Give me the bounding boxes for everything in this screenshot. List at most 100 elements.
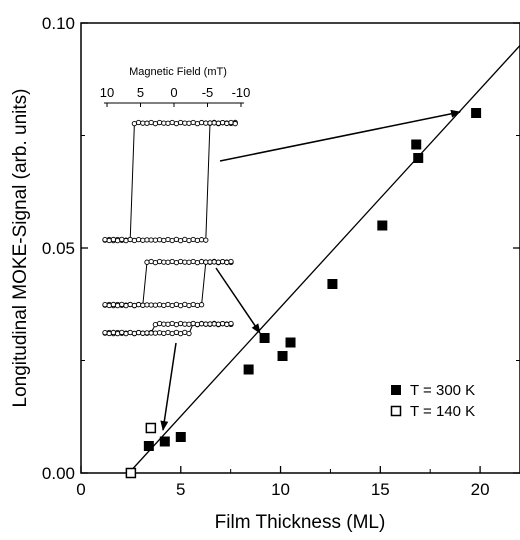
loop-large-point (215, 120, 222, 126)
arrow-medium-loop (215, 267, 261, 334)
legend-label-140k: T = 140 K (410, 403, 475, 420)
loop-large-point (186, 120, 192, 126)
loop-large-point (144, 237, 150, 243)
loop-small-point (177, 320, 184, 327)
loop-small-point (135, 329, 142, 336)
loop-small-point (169, 330, 175, 337)
loop-small-point (144, 330, 150, 336)
loop-medium-point (106, 302, 112, 309)
x-tick-label: 0 (76, 480, 85, 499)
loop-medium-point (165, 259, 171, 265)
loop-large-point (152, 120, 159, 127)
loop-small-point (182, 329, 188, 336)
loop-large-point (114, 237, 121, 244)
loop-medium-point (207, 259, 213, 265)
x-axis-title: Film Thickness (ML) (215, 512, 386, 533)
loop-small-point (152, 330, 159, 336)
inset-axis-title: Magnetic Field (mT) (129, 66, 227, 78)
inset-tick-label: 5 (137, 85, 144, 100)
loop-medium-point (135, 301, 142, 308)
loop-large-point (207, 120, 213, 126)
loop-large-point (119, 236, 125, 243)
loop-large-point (156, 119, 163, 126)
loop-large-point (148, 119, 154, 126)
legend-marker-140k (390, 405, 402, 417)
loop-medium-point (182, 259, 188, 265)
loop-small-point (127, 329, 133, 336)
loop-small-point (161, 330, 167, 337)
loop-large-point (190, 119, 196, 126)
loop-large-point (232, 120, 238, 127)
loop-medium-point (152, 259, 159, 266)
loop-small-point (106, 330, 112, 337)
data-point-140k (125, 467, 137, 479)
loop-large-point (203, 237, 209, 243)
x-tick-label: 5 (176, 480, 185, 499)
loop-small-point (102, 329, 108, 336)
loop-small-point (169, 320, 175, 327)
loop-small-point (203, 321, 209, 327)
loop-large-point (127, 236, 133, 243)
loop-large-point (190, 236, 196, 243)
loop-large-point (194, 120, 201, 127)
loop-small-point (224, 321, 230, 328)
loop-small-point (182, 321, 188, 327)
loop-large-point (106, 237, 112, 244)
loop-large-point (194, 237, 201, 244)
arrow-large-loop (219, 109, 461, 162)
inset-tick-label: 0 (170, 85, 177, 100)
loop-large-point (110, 236, 117, 243)
loop-medium-point (194, 259, 201, 266)
loop-large-point (169, 237, 175, 244)
loop-large-point (131, 120, 138, 127)
loop-medium-point (144, 302, 150, 308)
inset-tick-label: -5 (202, 85, 214, 100)
loop-large-point (102, 236, 108, 243)
loop-medium-point (177, 258, 184, 265)
legend: T = 300 K T = 140 K (390, 382, 475, 420)
loop-large-point (198, 237, 205, 243)
y-tick-label: 0.10 (42, 14, 75, 33)
loop-medium-point (186, 302, 192, 309)
hysteresis-inset: Magnetic Field (mT) 10 5 0 -5 -10 (100, 66, 250, 337)
loop-small-point (110, 329, 117, 336)
loop-small-point (211, 321, 217, 327)
loop-large-point (156, 237, 163, 243)
loop-medium-upper (104, 260, 232, 307)
loop-small-point (140, 330, 146, 336)
loop-large-point (148, 237, 154, 243)
data-point-300k (277, 351, 288, 361)
y-axis-title: Longitudinal MOKE-Signal (arb. units) (10, 89, 31, 408)
loop-small-point (173, 329, 180, 336)
loop-large-point (211, 120, 217, 126)
loop-large-point (144, 120, 150, 126)
loop-medium-point (228, 258, 234, 265)
loop-medium-point (127, 301, 133, 308)
loop-large-point (123, 237, 129, 244)
loop-large-lower (104, 121, 236, 242)
loop-medium-point (131, 302, 138, 309)
y-tick-label: 0.05 (42, 239, 75, 258)
axis-ticks: 0 5 10 15 20 0.00 0.05 0.10 (42, 14, 520, 499)
loop-medium-point (144, 259, 150, 265)
loop-small-point (148, 330, 154, 336)
loop-large-point (186, 237, 192, 244)
loop-large-point (198, 119, 205, 126)
loop-medium-point (123, 302, 129, 309)
inset-tick-label: 10 (100, 85, 114, 100)
loop-small-point (198, 321, 205, 327)
loop-medium-point (152, 302, 159, 308)
loop-medium-point (169, 302, 175, 309)
data-point-300k (285, 337, 296, 348)
loop-large-point (135, 119, 142, 126)
x-tick-label: 20 (471, 480, 490, 499)
loop-small-point (152, 321, 159, 328)
loop-medium-lower (104, 261, 232, 307)
loop-large-point (182, 236, 188, 243)
loop-large-point (140, 237, 146, 243)
loop-medium-point (215, 259, 222, 265)
loop-large-point (135, 236, 142, 243)
loop-medium-point (140, 302, 146, 308)
loop-small-point (177, 330, 184, 337)
